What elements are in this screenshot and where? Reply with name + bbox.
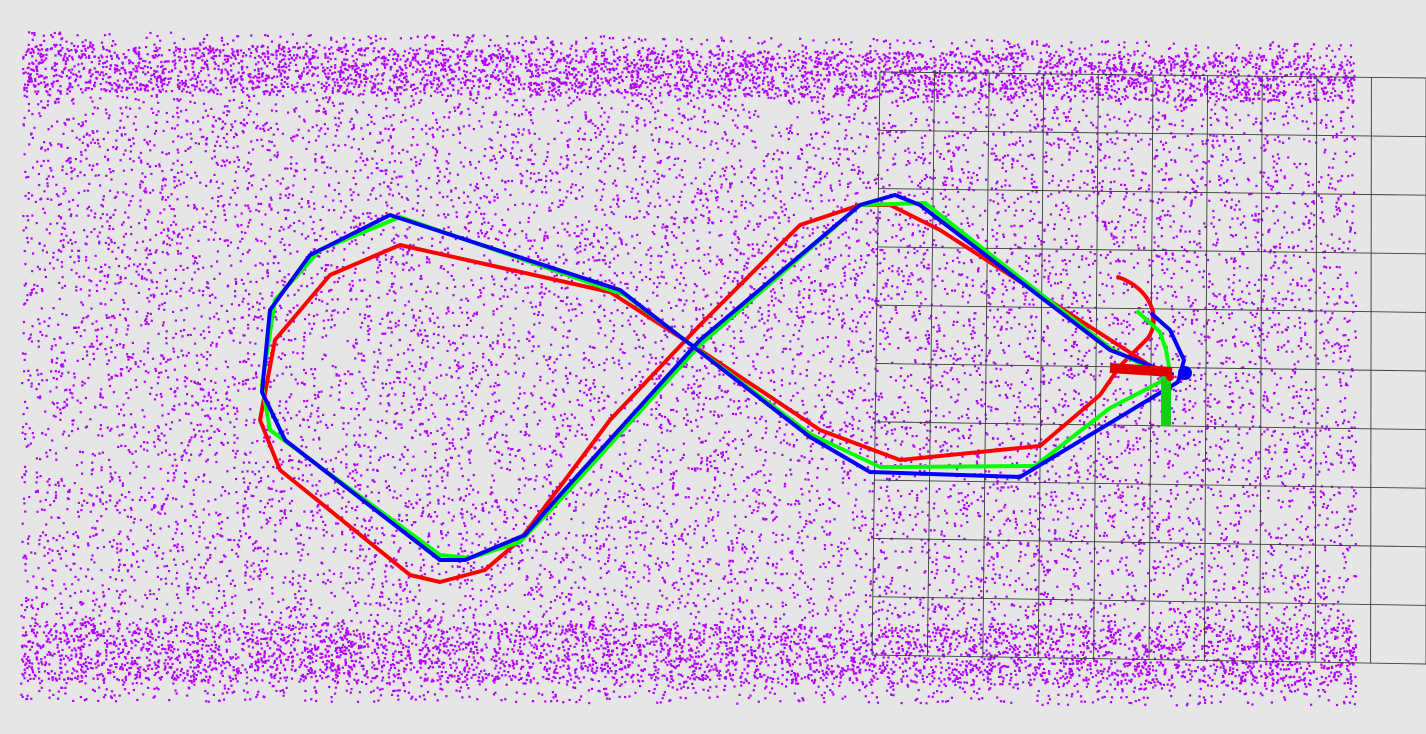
- pose-axis-x: [1109, 363, 1173, 377]
- ground-grid: [871, 71, 1426, 665]
- trajectory-blue: [260, 193, 1186, 562]
- point-cloud: [20, 31, 1358, 707]
- trajectories: [258, 193, 1186, 584]
- pose-axes-marker: [1109, 363, 1192, 426]
- pose-axis-z: [1178, 366, 1192, 380]
- pose-origin: [1166, 373, 1174, 381]
